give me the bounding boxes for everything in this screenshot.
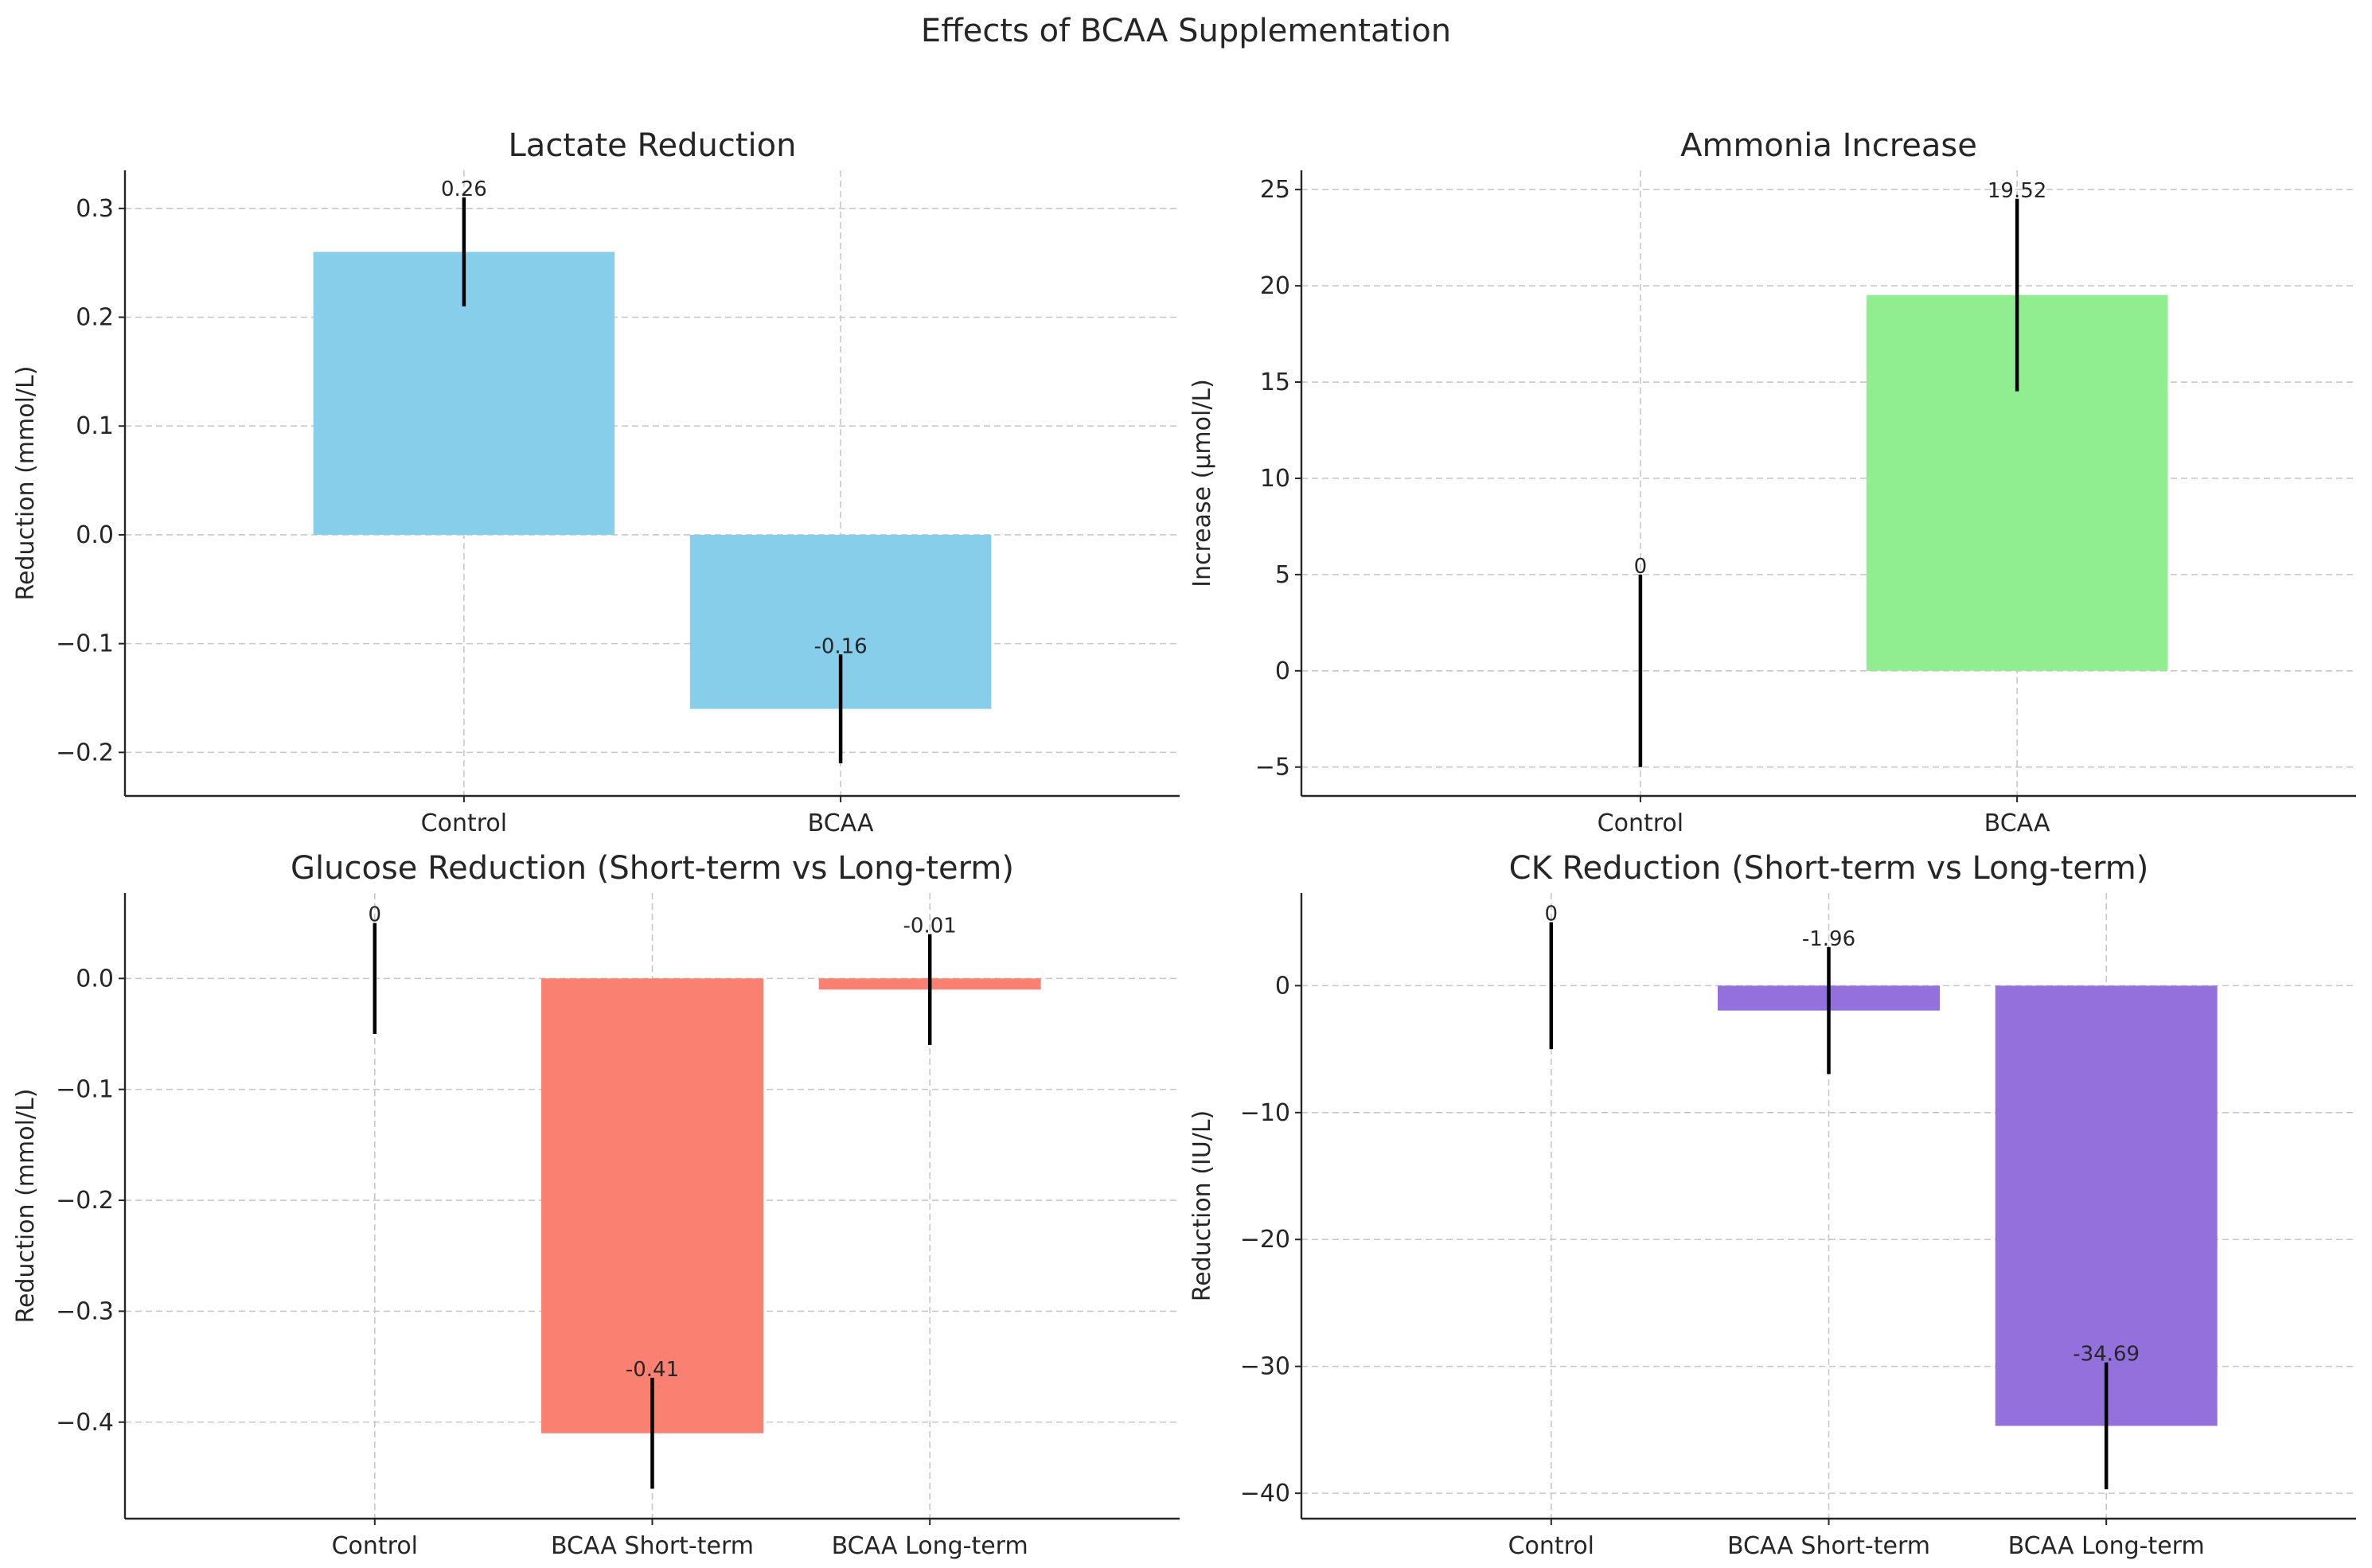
bar-bcaa-long-term bbox=[1995, 985, 2218, 1426]
bar-bcaa-short-term bbox=[541, 978, 763, 1433]
y-tick-label: 25 bbox=[1260, 176, 1290, 204]
y-tick-label: 20 bbox=[1260, 272, 1290, 300]
x-tick-label: BCAA bbox=[808, 809, 874, 837]
y-tick-label: −0.2 bbox=[56, 739, 114, 766]
panel-title: Ammonia Increase bbox=[1680, 127, 1977, 164]
y-axis-label: Increase (µmol/L) bbox=[1188, 379, 1216, 587]
data-label: 0 bbox=[1634, 555, 1648, 579]
data-label: -0.41 bbox=[626, 1358, 679, 1382]
chart-panel-2: 0 19.52 −5 0 5 10 15 20 25 Control BCAA Ammonia Inc… bbox=[1188, 127, 2356, 837]
panels: 0.26 -0.16 −0.2 −0.1 0.0 0.1 0.2 0.3 Control BCAA… bbox=[12, 127, 2356, 1560]
y-tick-label: −0.4 bbox=[56, 1409, 114, 1437]
x-tick-label: BCAA Long-term bbox=[832, 1532, 1028, 1560]
x-tick-label: BCAA Long-term bbox=[2008, 1532, 2205, 1560]
y-axis-label: Reduction (mmol/L) bbox=[12, 366, 40, 601]
data-label: -34.69 bbox=[2073, 1343, 2140, 1367]
y-tick-label: 0 bbox=[1275, 972, 1290, 1000]
data-label: -1.96 bbox=[1802, 927, 1855, 951]
y-tick-label: 0.2 bbox=[76, 304, 114, 332]
panel-title: Lactate Reduction bbox=[509, 127, 797, 164]
y-tick-label: −40 bbox=[1240, 1480, 1290, 1508]
y-tick-label: −0.2 bbox=[56, 1187, 114, 1215]
y-tick-label: 0.3 bbox=[76, 195, 114, 223]
x-tick-label: Control bbox=[332, 1532, 418, 1560]
data-label: -0.01 bbox=[903, 915, 957, 938]
y-axis-label: Reduction (mmol/L) bbox=[12, 1089, 40, 1324]
data-label: -0.16 bbox=[813, 634, 867, 658]
y-tick-label: −30 bbox=[1240, 1353, 1290, 1381]
y-tick-label: −5 bbox=[1255, 754, 1290, 782]
chart-panel-4: 0 -1.96 -34.69 −40 −30 −20 −10 0 Control BCAA Sho… bbox=[1188, 850, 2356, 1560]
y-tick-label: −0.1 bbox=[56, 630, 114, 658]
y-tick-label: 0.0 bbox=[76, 521, 114, 549]
y-axis-label: Reduction (IU/L) bbox=[1188, 1110, 1216, 1302]
y-tick-label: −0.3 bbox=[56, 1297, 114, 1325]
panel-title: CK Reduction (Short-term vs Long-term) bbox=[1509, 850, 2149, 887]
x-tick-label: BCAA Short-term bbox=[1727, 1532, 1930, 1560]
panel-title: Glucose Reduction (Short-term vs Long-te… bbox=[291, 850, 1014, 887]
chart-panel-1: 0.26 -0.16 −0.2 −0.1 0.0 0.1 0.2 0.3 Control BCAA… bbox=[12, 127, 1180, 837]
y-tick-label: −20 bbox=[1240, 1226, 1290, 1254]
y-tick-label: 0 bbox=[1275, 657, 1290, 685]
y-tick-label: 5 bbox=[1275, 561, 1290, 589]
y-tick-label: 15 bbox=[1260, 369, 1290, 396]
y-tick-label: 0.0 bbox=[76, 965, 114, 993]
data-label: 0 bbox=[369, 903, 382, 927]
x-tick-label: BCAA bbox=[1984, 809, 2050, 837]
x-tick-label: BCAA Short-term bbox=[551, 1532, 754, 1560]
chart-panel-3: 0 -0.41 -0.01 −0.4 −0.3 −0.2 −0.1 0.0 Control BCA… bbox=[12, 850, 1180, 1560]
y-tick-label: 10 bbox=[1260, 465, 1290, 493]
data-label: 0.26 bbox=[441, 177, 487, 201]
figure-title: Effects of BCAA Supplementation bbox=[921, 13, 1451, 49]
data-label: 19.52 bbox=[1988, 179, 2046, 203]
data-label: 0 bbox=[1545, 903, 1559, 926]
x-tick-label: Control bbox=[421, 809, 507, 837]
y-tick-label: −10 bbox=[1240, 1099, 1290, 1127]
x-tick-label: Control bbox=[1508, 1532, 1594, 1560]
x-tick-label: Control bbox=[1598, 809, 1683, 837]
y-tick-label: −0.1 bbox=[56, 1076, 114, 1104]
y-tick-label: 0.1 bbox=[76, 412, 114, 440]
